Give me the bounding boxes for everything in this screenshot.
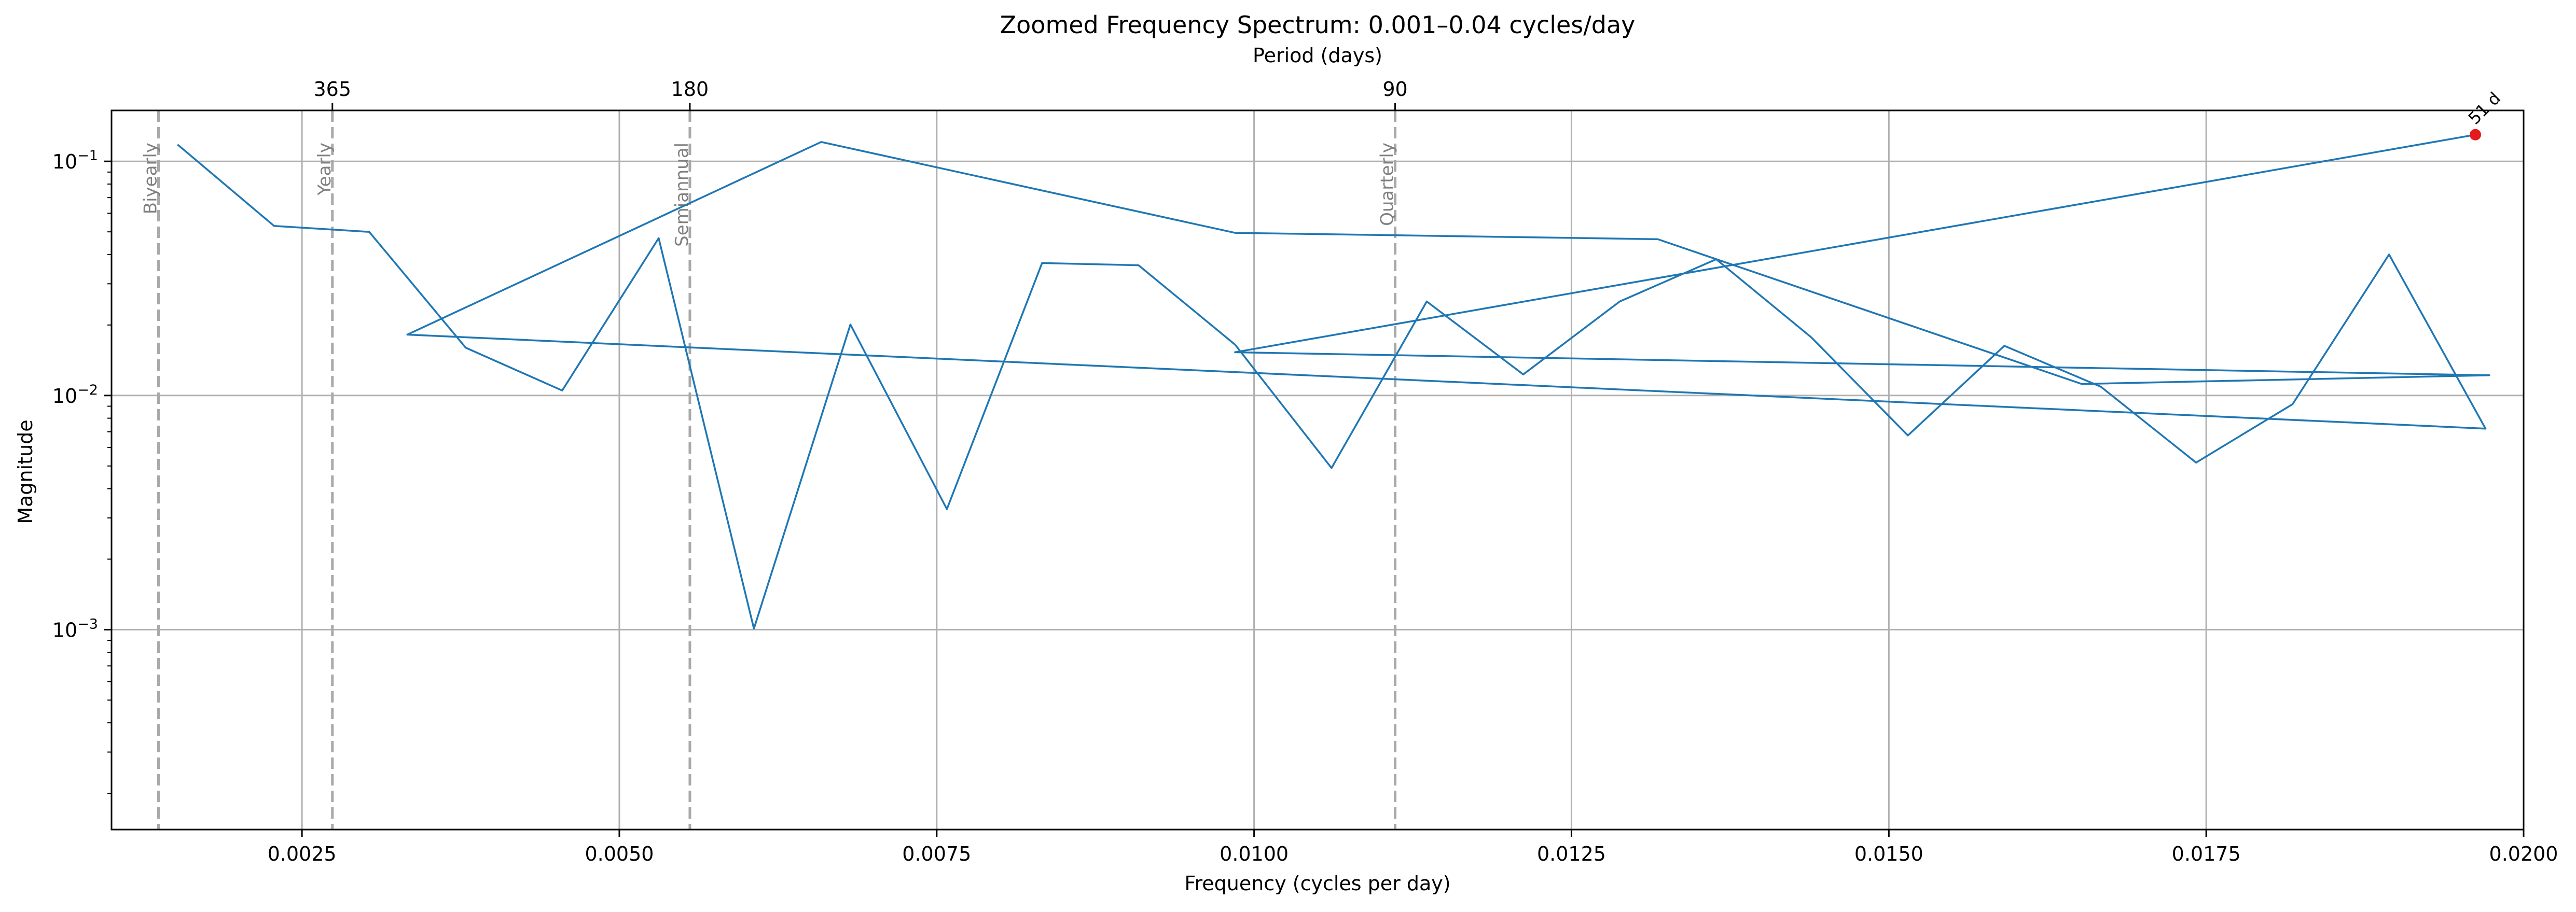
reference-lines: Biyearly Yearly Semiannual Quarterly xyxy=(141,110,1398,830)
axes: 0.0025 0.0050 0.0075 0.0100 0.0125 0.0150 0.01… xyxy=(52,78,2558,865)
reference-line-label: Semiannual xyxy=(672,143,693,247)
x-tick-label: 0.0075 xyxy=(902,843,971,865)
top-tick-label: 180 xyxy=(671,78,709,101)
y-axis-title: Magnitude xyxy=(14,419,37,524)
reference-line-label: Quarterly xyxy=(1377,143,1398,226)
top-tick-label: 365 xyxy=(314,78,352,101)
reference-line-label: Biyearly xyxy=(141,143,161,214)
x-tick-label: 0.0100 xyxy=(1220,843,1289,865)
x-tick-label: 0.0125 xyxy=(1537,843,1606,865)
x-tick-label: 0.0025 xyxy=(268,843,337,865)
y-tick-label: 10−1 xyxy=(52,148,98,173)
plot-frame xyxy=(110,109,2525,831)
chart-title: Zoomed Frequency Spectrum: 0.001–0.04 cy… xyxy=(1000,11,1636,39)
y-tick-label: 10−2 xyxy=(52,382,98,408)
top-axis-title: Period (days) xyxy=(1253,44,1382,67)
x-tick-label: 0.0175 xyxy=(2172,843,2241,865)
peak-marker xyxy=(2470,129,2481,141)
top-tick-label: 90 xyxy=(1382,78,1407,101)
grid-lines xyxy=(112,110,2525,830)
x-axis-title: Frequency (cycles per day) xyxy=(1184,872,1450,895)
y-tick-label: 10−3 xyxy=(52,616,98,641)
x-tick-label: 0.0200 xyxy=(2489,843,2558,865)
peak-label: 51 d xyxy=(2464,88,2504,128)
spectrum-line xyxy=(177,134,2490,630)
series-layer: 51 d xyxy=(177,88,2504,630)
x-tick-label: 0.0050 xyxy=(585,843,654,865)
x-tick-label: 0.0150 xyxy=(1854,843,1923,865)
reference-line-label: Yearly xyxy=(314,143,335,196)
